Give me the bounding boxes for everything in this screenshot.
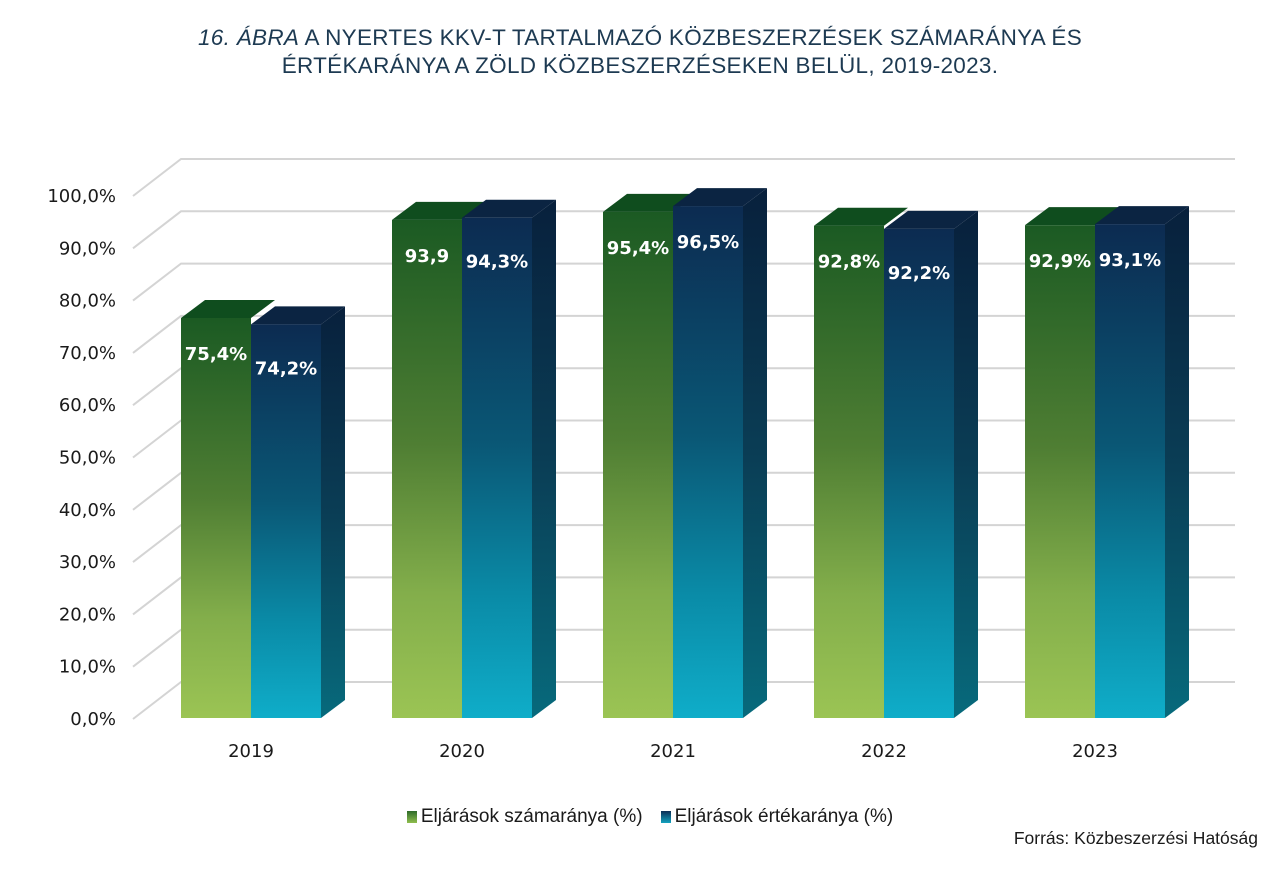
x-axis-ticks: 2019 2020 2021 2022 2023 <box>228 741 1118 762</box>
bar-side-face <box>321 306 345 718</box>
bar-top-face <box>673 188 767 207</box>
chart-title-line-2: ÉRTÉKARÁNYA A ZÖLD KÖZBESZERZÉSEKEN BELÜ… <box>281 53 999 78</box>
bar-front-face <box>462 217 532 718</box>
legend: Eljárások számaránya (%) Eljárások érték… <box>0 806 1280 828</box>
bar-front-face <box>1025 225 1095 718</box>
title-text-1: A NYERTES KKV-T TARTALMAZÓ KÖZBESZERZÉSE… <box>299 25 1083 50</box>
bar-front-face <box>673 206 743 718</box>
x-tick-label: 2022 <box>861 741 907 762</box>
bar-top-face <box>251 306 345 325</box>
bar-value-share: 93,1% <box>1095 206 1189 719</box>
data-label: 92,8% <box>818 252 880 273</box>
bar-top-face <box>462 199 556 218</box>
y-tick-label: 100,0% <box>47 186 116 207</box>
bar-top-face <box>814 207 908 226</box>
bar-count-share: 93,9 <box>392 201 486 718</box>
bar-side-face <box>1165 206 1189 719</box>
bar-top-face <box>392 201 486 220</box>
bars: 75,4%74,2%93,9 94,3%95,4% 96,5%92,8%92,2%9… <box>181 188 1189 719</box>
bar-value-share: 92,2% <box>884 210 978 718</box>
bar-top-face <box>884 210 978 229</box>
bar-count-share: 92,9% <box>1025 207 1119 718</box>
legend-label: Eljárások számaránya (%) <box>420 806 643 827</box>
chart-plot: 0,0% 10,0% 20,0% 30,0% 40,0% 50,0% 60,0% 70,0% 8… <box>47 158 1235 762</box>
data-label: 74,2% <box>255 358 317 379</box>
figure-label: 16. ÁBRA <box>197 25 300 50</box>
bar-value-share: 96,5% <box>673 188 767 718</box>
legend-swatch-blue <box>660 811 671 823</box>
bar-front-face <box>603 211 673 718</box>
bar-side-face <box>954 210 978 718</box>
bar-value-share: 74,2% <box>251 306 345 718</box>
x-tick-label: 2021 <box>650 741 696 762</box>
bar-top-face <box>181 300 275 319</box>
source-note: Forrás: Közbeszerzési Hatóság <box>1013 828 1258 848</box>
bar-value-share: 94,3% <box>462 199 556 718</box>
bar-count-share: 75,4% <box>181 300 275 718</box>
y-tick-label: 80,0% <box>59 291 116 312</box>
legend-label: Eljárások értékaránya (%) <box>674 806 894 827</box>
bar-top-face <box>1095 206 1189 225</box>
y-tick-label: 40,0% <box>59 500 116 521</box>
legend-item-count-share: Eljárások számaránya (%) <box>406 806 643 828</box>
bar-group-2019: 75,4% 74,2% <box>181 300 345 718</box>
bar-group-2022: 92,8% 92,2% <box>814 207 978 719</box>
y-tick-label: 60,0% <box>59 395 116 416</box>
y-tick-label: 0,0% <box>70 709 116 730</box>
data-label: 92,2% <box>888 263 950 284</box>
bar-front-face <box>392 219 462 718</box>
bar-front-face <box>814 225 884 719</box>
legend-swatch-green <box>406 811 417 823</box>
x-tick-label: 2020 <box>439 741 485 762</box>
bar-front-face <box>1095 224 1165 719</box>
chart-title-line-1: 16. ÁBRA A NYERTES KKV-T TARTALMAZÓ KÖZB… <box>0 24 1280 52</box>
x-tick-label: 2019 <box>228 741 274 762</box>
data-label: 93,9 <box>405 246 449 267</box>
data-label: 95,4% <box>607 238 669 259</box>
y-tick-label: 50,0% <box>59 448 116 469</box>
x-tick-label: 2023 <box>1072 741 1118 762</box>
y-tick-label: 90,0% <box>59 238 116 259</box>
bar-front-face <box>884 228 954 718</box>
data-label: 96,5% <box>677 232 739 253</box>
bar-count-share: 95,4% <box>603 193 697 718</box>
data-label: 92,9% <box>1029 251 1091 272</box>
bar-group-2023: 92,9% 93,1% <box>1025 206 1189 719</box>
data-label: 94,3% <box>466 252 528 273</box>
bar-side-face <box>532 199 556 718</box>
y-tick-label: 20,0% <box>59 604 116 625</box>
bar-side-face <box>743 188 767 718</box>
bar-front-face <box>251 324 321 718</box>
y-axis-ticks: 0,0% 10,0% 20,0% 30,0% 40,0% 50,0% 60,0% 70,0% 8… <box>47 186 116 730</box>
bar-top-face <box>1025 207 1119 226</box>
y-tick-label: 10,0% <box>59 657 116 678</box>
bar-group-2020: 93,9 94,3% <box>392 199 556 718</box>
bar-count-share: 92,8% <box>814 207 908 719</box>
gridline <box>132 158 1235 197</box>
chart-title: 16. ÁBRA A NYERTES KKV-T TARTALMAZÓ KÖZB… <box>0 24 1280 80</box>
y-tick-label: 70,0% <box>59 343 116 364</box>
y-tick-label: 30,0% <box>59 552 116 573</box>
bar-group-2021: 95,4% 96,5% <box>603 188 767 718</box>
bar-front-face <box>181 318 251 718</box>
data-label: 93,1% <box>1099 250 1161 271</box>
legend-item-value-share: Eljárások értékaránya (%) <box>660 806 894 828</box>
data-label: 75,4% <box>185 344 247 365</box>
